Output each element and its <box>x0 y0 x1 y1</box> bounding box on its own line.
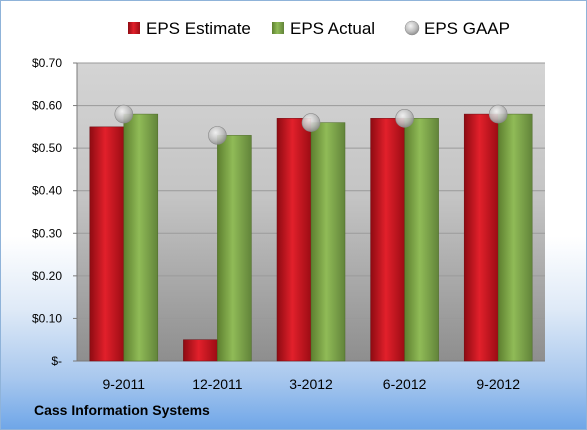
bar-eps-actual <box>404 118 439 362</box>
legend-label: EPS Actual <box>290 19 375 38</box>
marker-eps-gaap <box>114 104 134 124</box>
x-tick-label: 9-2012 <box>476 376 520 392</box>
legend-swatch <box>404 20 420 36</box>
marker-eps-gaap <box>208 126 227 145</box>
legend-swatch <box>272 22 284 34</box>
marker-eps-gaap <box>395 109 414 128</box>
x-tick-label: 9-2011 <box>103 376 146 392</box>
y-tick-label: $0.20 <box>32 269 62 283</box>
bar-eps-estimate <box>370 118 405 362</box>
y-tick-label: $0.70 <box>32 56 62 70</box>
bar-eps-actual <box>123 113 159 362</box>
axes: $- $0.10 $0.20 $0.30 $0.40 $0.50 $0.60 $0.70 9-2… <box>32 56 545 392</box>
marker-eps-gaap <box>301 113 321 132</box>
company-name: Cass Information Systems <box>34 402 210 418</box>
x-tick-label: 6-2012 <box>383 376 427 392</box>
bar-eps-actual <box>310 122 346 362</box>
bar-eps-estimate <box>183 339 218 362</box>
y-tick-label: $0.10 <box>32 311 62 325</box>
bar-eps-estimate <box>276 118 312 362</box>
bar-eps-actual <box>217 135 252 362</box>
bars <box>89 113 533 362</box>
legend-swatch <box>128 22 140 34</box>
x-tick-label: 3-2012 <box>289 376 333 392</box>
bar-eps-estimate <box>89 126 125 362</box>
bar-eps-actual <box>497 113 533 362</box>
marker-eps-gaap <box>488 104 508 124</box>
gaap-markers <box>114 104 508 145</box>
y-tick-label: $0.40 <box>32 184 62 198</box>
y-tick-label: $0.30 <box>32 226 62 240</box>
legend-label: EPS Estimate <box>146 19 251 38</box>
y-tick-label: $0.60 <box>32 99 62 113</box>
y-tick-label: $- <box>51 354 62 368</box>
legend: EPS Estimate EPS Actual EPS GAAP <box>128 19 510 38</box>
x-tick-label: 12-2011 <box>192 376 243 392</box>
y-tick-label: $0.50 <box>32 141 62 155</box>
legend-label: EPS GAAP <box>424 19 510 38</box>
bar-eps-estimate <box>463 113 499 362</box>
